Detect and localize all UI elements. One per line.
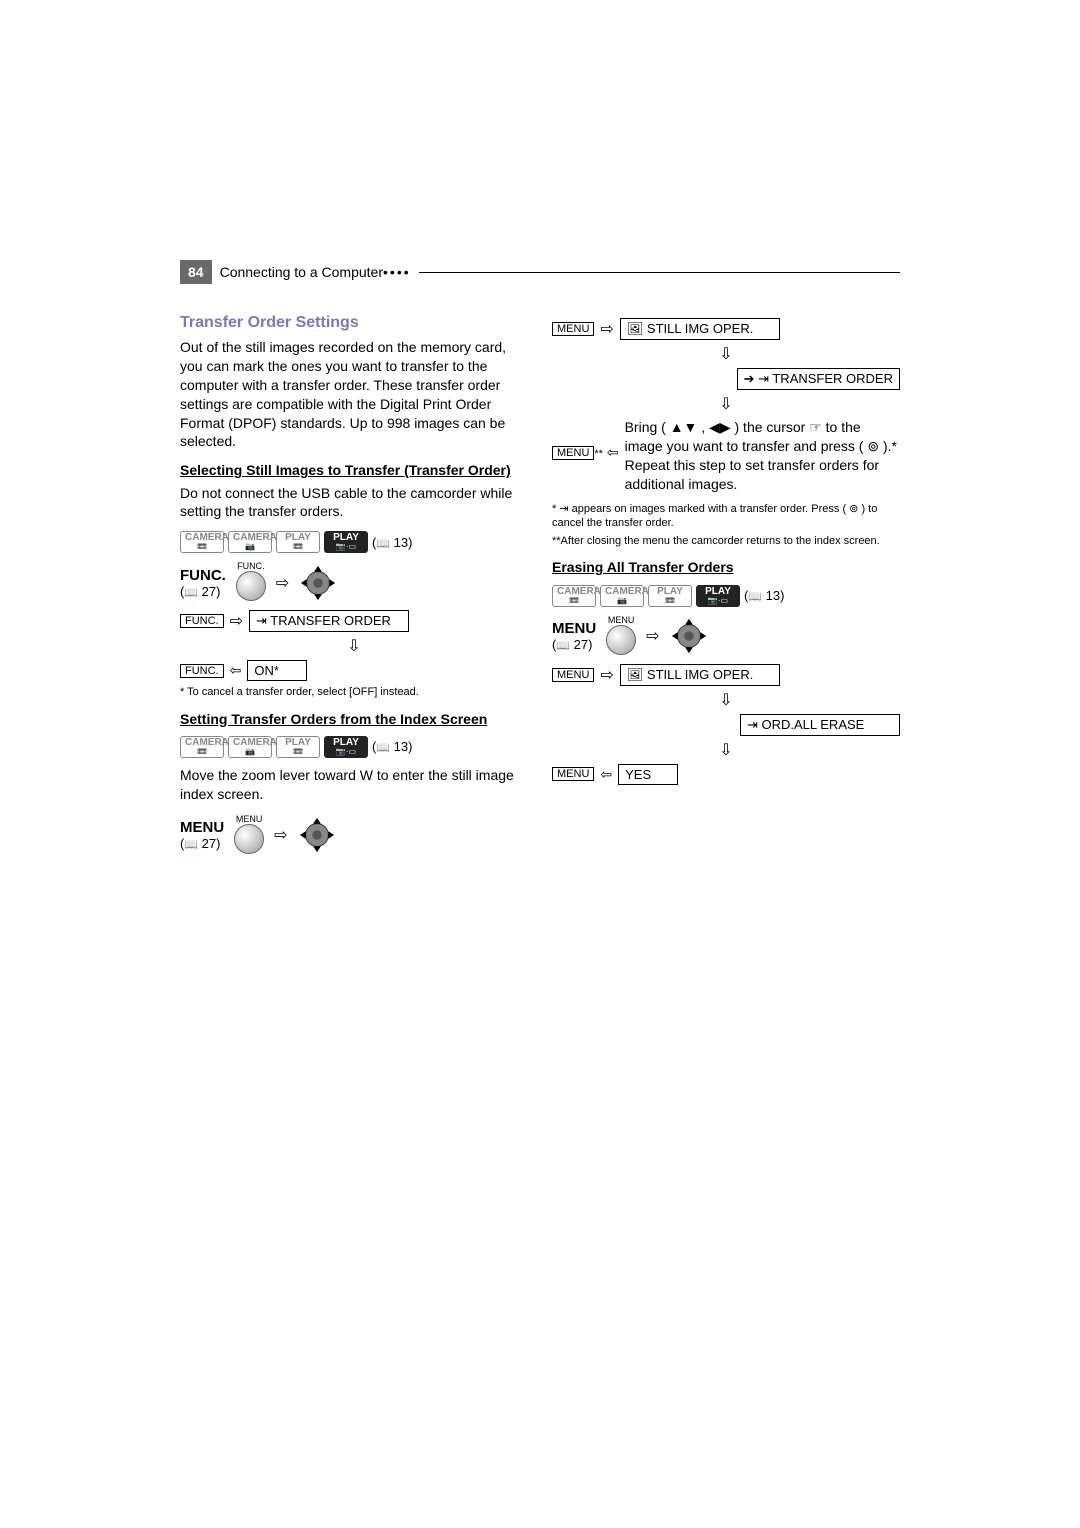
arrow-right-icon	[646, 626, 659, 646]
intro-paragraph: Out of the still images recorded on the …	[180, 338, 528, 451]
func-row: FUNC. ( 27) FUNC.	[180, 561, 528, 604]
menu-ref: ( 27)	[552, 637, 596, 652]
menu-btn-box: MENU	[552, 322, 594, 336]
mode-play-tape: PLAY📼	[648, 585, 692, 607]
func-step-1: FUNC. ⇥ TRANSFER ORDER	[180, 610, 528, 632]
mode-camera-tape: CAMERA📼	[180, 531, 224, 553]
func-button-icon	[236, 571, 266, 601]
mode-ref-1: ( 13)	[372, 535, 412, 550]
arrow-right-icon	[230, 611, 243, 631]
menu-button-icon	[234, 824, 264, 854]
func-label: FUNC.	[180, 567, 226, 584]
double-star: **	[594, 448, 603, 460]
transfer-order-step-r: ➔ ⇥ TRANSFER ORDER	[552, 368, 900, 390]
on-box: ON*	[247, 660, 307, 681]
mode-camera-tape: CAMERA📼	[552, 585, 596, 607]
content-columns: Transfer Order Settings Out of the still…	[180, 314, 900, 857]
zoom-note: Move the zoom lever toward W to enter th…	[180, 766, 528, 804]
arrow-down-icon	[180, 636, 528, 656]
mode-play-tape: PLAY📼	[276, 531, 320, 553]
page-number: 84	[180, 260, 212, 284]
func-tiny-label: FUNC.	[236, 561, 266, 571]
arrow-right-icon	[600, 665, 613, 685]
mode-camera-card: CAMERA📷	[228, 736, 272, 758]
section-title: Transfer Order Settings	[180, 314, 528, 332]
ord-all-erase-box: ⇥ ORD.ALL ERASE	[740, 714, 900, 736]
mode-camera-card: CAMERA📷	[600, 585, 644, 607]
yes-box: YES	[618, 764, 678, 785]
still-img-step: MENU 🖼 STILL IMG OPER.	[552, 318, 900, 340]
cursor-instructions: Bring ( ▲▼ , ◀▶ ) the cursor ☞ to the im…	[625, 418, 900, 494]
menu-button-icon	[606, 625, 636, 655]
page: 84 Connecting to a Computer •••• Transfe…	[0, 0, 1080, 897]
menu-star-group: MENU** ⇦	[552, 444, 619, 461]
dpad-icon	[670, 617, 708, 655]
footnote-2: **After closing the menu the camcorder r…	[552, 534, 900, 548]
cursor-step: MENU** ⇦ Bring ( ▲▼ , ◀▶ ) the cursor ☞ …	[552, 418, 900, 498]
erase-step-2: ⇥ ORD.ALL ERASE	[552, 714, 900, 736]
header-rule	[419, 272, 900, 273]
dpad-icon	[298, 816, 336, 854]
menu-tiny-label: MENU	[234, 814, 264, 824]
still-img-oper-box: 🖼 STILL IMG OPER.	[620, 318, 780, 340]
menu-label-block: MENU ( 27)	[552, 620, 596, 652]
transfer-order-box: ⇥ TRANSFER ORDER	[249, 610, 409, 632]
arrow-right-icon	[276, 573, 289, 593]
mode-ref-2: ( 13)	[372, 739, 412, 754]
usb-note: Do not connect the USB cable to the camc…	[180, 484, 528, 522]
func-ref: ( 27)	[180, 584, 226, 599]
func-step-2: FUNC. ⇦ ON*	[180, 660, 528, 681]
header-text: Connecting to a Computer	[220, 264, 383, 280]
arrow-down-icon	[552, 690, 900, 710]
arrow-down-icon	[552, 344, 900, 364]
mode-play-tape: PLAY📼	[276, 736, 320, 758]
func-btn-box: FUNC.	[180, 664, 224, 678]
arrow-down-icon	[552, 740, 900, 760]
menu-label: MENU	[552, 620, 596, 637]
mode-play-card-active: PLAY📷·▭	[324, 736, 368, 758]
menu-ref: ( 27)	[180, 836, 224, 851]
footnote-1: * ⇥ appears on images marked with a tran…	[552, 502, 900, 531]
mode-camera-tape: CAMERA📼	[180, 736, 224, 758]
func-btn-box: FUNC.	[180, 614, 224, 628]
func-button-group: FUNC.	[236, 561, 266, 604]
page-header: 84 Connecting to a Computer ••••	[180, 260, 900, 284]
func-label-block: FUNC. ( 27)	[180, 567, 226, 599]
arrow-left-icon: ⇦	[230, 662, 242, 679]
arrow-right-icon	[600, 319, 613, 339]
menu-row-right: MENU ( 27) MENU	[552, 615, 900, 658]
menu-btn-box: MENU	[552, 767, 594, 781]
mode-play-card-active: PLAY📷·▭	[696, 585, 740, 607]
erase-step-3: MENU ⇦ YES	[552, 764, 900, 785]
mode-row-2: CAMERA📼 CAMERA📷 PLAY📼 PLAY📷·▭ ( 13)	[180, 736, 528, 758]
menu-label: MENU	[180, 819, 224, 836]
erase-still-img-box: 🖼 STILL IMG OPER.	[620, 664, 780, 686]
menu-label-block: MENU ( 27)	[180, 819, 224, 851]
header-dots: ••••	[383, 264, 411, 280]
mode-row-1: CAMERA📼 CAMERA📷 PLAY📼 PLAY📷·▭ ( 13)	[180, 531, 528, 553]
menu-button-group: MENU	[234, 814, 264, 857]
mode-camera-card: CAMERA📷	[228, 531, 272, 553]
mode-ref-3: ( 13)	[744, 588, 784, 603]
menu-btn-box: MENU	[552, 668, 594, 682]
mode-row-3: CAMERA📼 CAMERA📷 PLAY📼 PLAY📷·▭ ( 13)	[552, 585, 900, 607]
subheading-erase: Erasing All Transfer Orders	[552, 558, 900, 576]
arrow-left-icon: ⇦	[600, 766, 612, 783]
transfer-order-box-r: ➔ ⇥ TRANSFER ORDER	[737, 368, 900, 390]
right-column: MENU 🖼 STILL IMG OPER. ➔ ⇥ TRANSFER ORDE…	[552, 314, 900, 857]
mode-play-card-active: PLAY📷·▭	[324, 531, 368, 553]
menu-tiny-label: MENU	[606, 615, 636, 625]
menu-button-group: MENU	[606, 615, 636, 658]
left-column: Transfer Order Settings Out of the still…	[180, 314, 528, 857]
menu-row-left: MENU ( 27) MENU	[180, 814, 528, 857]
dpad-icon	[299, 564, 337, 602]
erase-step-1: MENU 🖼 STILL IMG OPER.	[552, 664, 900, 686]
arrow-right-icon	[274, 825, 287, 845]
arrow-left-icon: ⇦	[607, 444, 619, 460]
menu-btn-box: MENU	[552, 446, 594, 460]
subheading-index: Setting Transfer Orders from the Index S…	[180, 710, 528, 728]
subheading-select: Selecting Still Images to Transfer (Tran…	[180, 461, 528, 479]
cancel-footnote: * To cancel a transfer order, select [OF…	[180, 685, 528, 699]
arrow-down-icon	[552, 394, 900, 414]
